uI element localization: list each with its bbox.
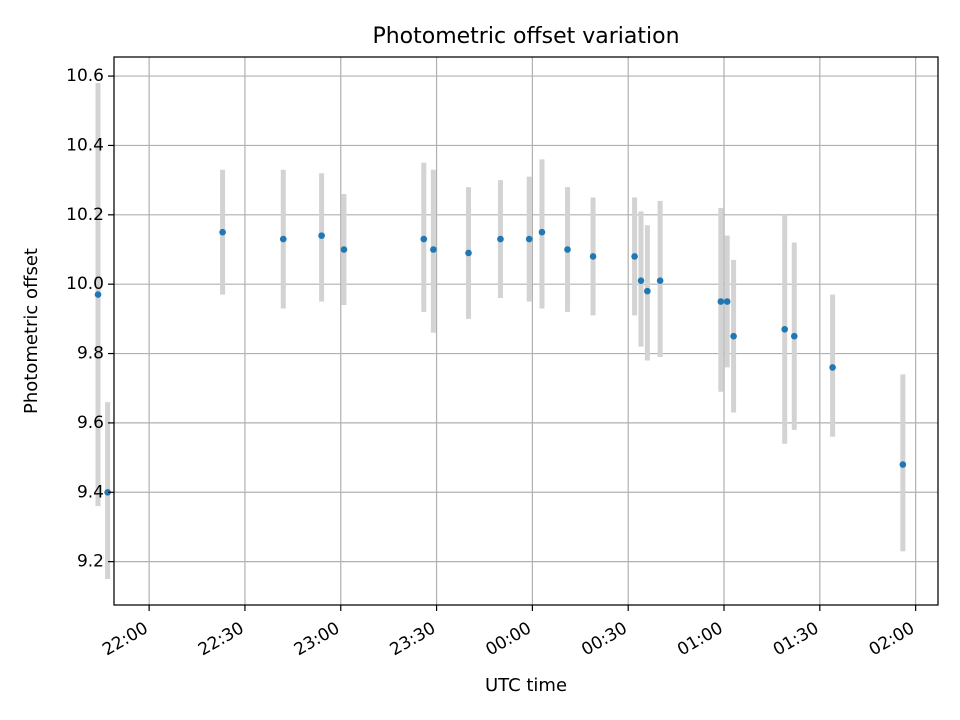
data-point — [538, 228, 546, 236]
data-point — [94, 291, 102, 298]
y-tick-label: 10.4 — [66, 135, 104, 155]
data-point — [318, 232, 325, 239]
data-point — [589, 253, 597, 260]
tick-layer: 22:00 22:30 23:00 23:30 00:00 00:30 01:00 01:30… — [66, 66, 918, 660]
data-point — [420, 235, 428, 243]
x-tick-label: 23:00 — [291, 618, 343, 660]
data-point — [564, 246, 571, 253]
x-tick-label: 02:00 — [866, 618, 918, 660]
x-tick-label: 01:00 — [674, 618, 726, 660]
data-point — [730, 332, 737, 340]
data-point — [631, 253, 638, 260]
grid-layer — [114, 57, 938, 605]
x-tick-label: 23:30 — [387, 618, 439, 660]
y-axis-label: Photometric offset — [21, 248, 42, 414]
plot-frame — [113, 56, 939, 606]
data-point — [279, 235, 287, 243]
x-tick-label: 01:30 — [770, 618, 822, 660]
data-point — [829, 364, 836, 371]
data-point — [104, 488, 111, 496]
data-point — [497, 235, 504, 243]
data-point — [656, 277, 664, 285]
chart-title: Photometric offset variation — [372, 24, 679, 49]
x-tick-label: 00:30 — [578, 618, 630, 660]
data-point — [790, 332, 798, 340]
data-point — [899, 461, 907, 468]
x-axis-label: UTC time — [485, 675, 567, 696]
data-point — [781, 325, 788, 333]
x-tick-label: 00:00 — [482, 618, 534, 660]
marker-layer — [94, 228, 907, 496]
data-point — [465, 249, 472, 257]
data-point — [340, 246, 348, 253]
data-point — [525, 235, 533, 243]
data-point — [717, 298, 725, 305]
y-tick-label: 10.6 — [66, 66, 104, 86]
data-point — [637, 277, 645, 285]
data-point — [644, 287, 651, 295]
data-point — [723, 298, 731, 305]
data-point — [430, 246, 437, 253]
y-tick-label: 9.4 — [77, 482, 104, 502]
y-tick-label: 9.8 — [77, 344, 104, 364]
x-tick-label: 22:30 — [195, 618, 247, 660]
y-tick-label: 9.6 — [77, 413, 104, 433]
y-tick-label: 10.0 — [66, 274, 104, 294]
y-tick-label: 9.2 — [77, 552, 104, 572]
y-tick-label: 10.2 — [66, 205, 104, 225]
x-tick-label: 22:00 — [99, 618, 151, 660]
data-point — [219, 228, 226, 236]
